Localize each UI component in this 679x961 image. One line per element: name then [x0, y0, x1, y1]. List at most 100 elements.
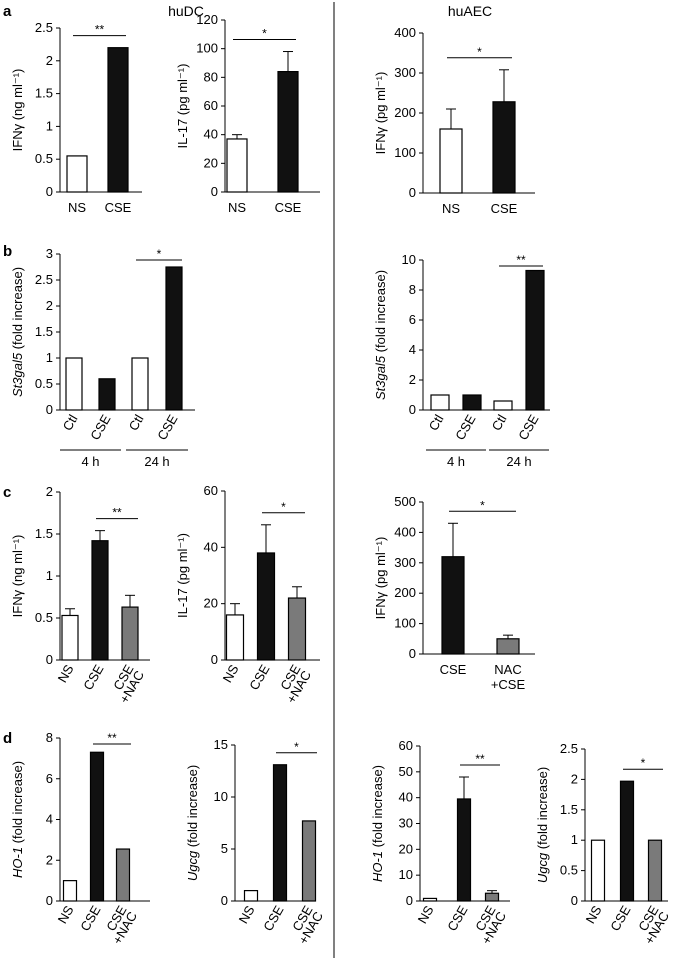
y-tick-label: 0.5 — [35, 151, 53, 166]
y-tick-label: 0 — [211, 652, 218, 667]
y-tick-label: 40 — [204, 539, 218, 554]
y-tick-label: 15 — [214, 737, 228, 752]
y-tick-label: 1 — [46, 118, 53, 133]
y-tick-label: 2 — [46, 484, 53, 499]
y-tick-label: 10 — [214, 789, 228, 804]
x-tick-label: CSE — [444, 903, 471, 934]
significance-label: * — [641, 756, 646, 770]
bar — [65, 357, 83, 411]
bar — [256, 552, 276, 661]
bar — [61, 614, 79, 661]
x-tick-label: NS — [228, 200, 246, 215]
x-tick-label: Ctl — [60, 412, 81, 433]
y-tick-label: 2.5 — [35, 20, 53, 35]
y-tick-label: 0 — [571, 893, 578, 908]
x-tick-label: Ctl — [126, 412, 147, 433]
bar — [91, 540, 109, 661]
x-tick-label-line: Ctl — [426, 412, 447, 433]
x-tick-label: CSE+NAC — [106, 662, 147, 706]
y-tick-label: 0 — [46, 184, 53, 199]
x-tick-label: CSE — [260, 903, 287, 934]
bar — [492, 101, 516, 194]
bar — [225, 614, 245, 661]
panel-letter-b: b — [3, 243, 12, 260]
y-tick-label: 2.5 — [35, 272, 53, 287]
chart-d1: 0 2 4 6 8 HO-1 (fold increase) NS CSE CSE+NAC ** — [10, 730, 150, 947]
x-tick-label-line: CSE — [77, 903, 104, 934]
x-tick-label-line: NS — [442, 201, 460, 216]
x-tick-label-line: NS — [228, 200, 246, 215]
x-tick-label-line: Ctl — [60, 412, 81, 433]
bar — [484, 892, 500, 902]
y-tick-label: 200 — [394, 585, 416, 600]
x-tick-label-line: CSE — [80, 662, 107, 693]
y-tick-label: 300 — [394, 65, 416, 80]
y-axis-label: IFNγ (pg ml⁻¹) — [373, 72, 388, 155]
bar — [590, 839, 606, 902]
chart-a3: 0 100 200 300 400 IFNγ (pg ml⁻¹) NS CSE * — [373, 25, 535, 216]
x-tick-label-line: CSE — [607, 903, 634, 934]
x-tick-label-line: CSE — [491, 201, 518, 216]
y-axis-label: IFNγ (ng ml⁻¹) — [10, 69, 25, 152]
y-tick-label: 0 — [221, 893, 228, 908]
x-tick-label-line: CSE — [260, 903, 287, 934]
y-tick-label: 400 — [394, 524, 416, 539]
y-axis-label: IL-17 (pg ml⁻¹) — [175, 64, 190, 149]
x-tick-label: CSE — [607, 903, 634, 934]
bar — [301, 820, 317, 902]
x-tick-label: NAC +CSE — [491, 662, 526, 692]
y-axis-label-italic: Ugcg — [535, 852, 550, 883]
y-tick-label: 20 — [204, 596, 218, 611]
y-axis-label-italic: St3gal5 — [373, 355, 388, 400]
group-title-huaec: huAEC — [448, 3, 492, 19]
bar — [62, 880, 78, 902]
x-tick-label-line: CSE — [275, 200, 302, 215]
x-tick-label: CSE — [80, 662, 107, 693]
bar — [287, 597, 307, 661]
x-tick-label: CSE — [452, 412, 479, 443]
x-tick-label-line: Ctl — [489, 412, 510, 433]
y-tick-label: 2 — [46, 852, 53, 867]
x-tick-label-line: NS — [220, 662, 242, 685]
y-axis-label-italic: Ugcg — [185, 850, 200, 881]
chart-d2: 0 5 10 15 Ugcg (fold increase) NS CSE CSE+NAC * — [185, 737, 326, 947]
x-tick-label: CSE — [87, 412, 114, 443]
y-tick-label: 400 — [394, 25, 416, 40]
bar — [226, 138, 248, 193]
y-axis-label-rest: (fold increase) — [535, 767, 550, 853]
y-tick-label: 8 — [46, 730, 53, 745]
y-tick-label: 4 — [409, 342, 416, 357]
x-tick-label: Ctl — [489, 412, 510, 433]
y-tick-label: 120 — [196, 12, 218, 27]
y-tick-label: 10 — [399, 867, 413, 882]
y-axis-label: IFNγ (ng ml⁻¹) — [10, 535, 25, 618]
significance-label: ** — [475, 752, 485, 766]
bar — [89, 751, 105, 902]
x-tick-label-line: NS — [55, 903, 77, 926]
y-axis-label-rest: (fold increase) — [185, 765, 200, 851]
chart-c1: 0 0.5 1 1.5 2 IFNγ (ng ml⁻¹) NS CSE CSE+NAC ** — [10, 484, 150, 706]
chart-d4: 0 0.5 1 1.5 2 2.5 Ugcg (fold increase) NS CSE CSE… — [535, 741, 672, 947]
bar — [462, 394, 482, 411]
y-tick-label: 0 — [46, 893, 53, 908]
y-tick-label: 40 — [399, 790, 413, 805]
y-axis-label: Ugcg (fold increase) — [535, 767, 550, 883]
x-tick-label-line: CSE — [444, 903, 471, 934]
x-tick-label: CSE — [515, 412, 542, 443]
y-tick-label: 8 — [409, 282, 416, 297]
chart-a1: 0 0.5 1 1.5 2 2.5 IFNγ (ng ml⁻¹) NS CSE ** — [10, 20, 142, 215]
significance-label: * — [262, 27, 267, 41]
y-tick-label: 60 — [204, 98, 218, 113]
bar — [619, 780, 635, 902]
y-tick-label: 1.5 — [35, 526, 53, 541]
y-tick-label: 2.5 — [560, 741, 578, 756]
y-tick-label: 2 — [46, 298, 53, 313]
x-tick-label: CSE+NAC — [285, 903, 326, 947]
bar — [243, 889, 259, 902]
y-tick-label: 100 — [394, 616, 416, 631]
x-tick-label-line: CSE — [440, 662, 467, 677]
x-tick-label: NS — [415, 903, 437, 926]
y-tick-label: 100 — [196, 41, 218, 56]
x-tick-label: NS — [68, 200, 86, 215]
